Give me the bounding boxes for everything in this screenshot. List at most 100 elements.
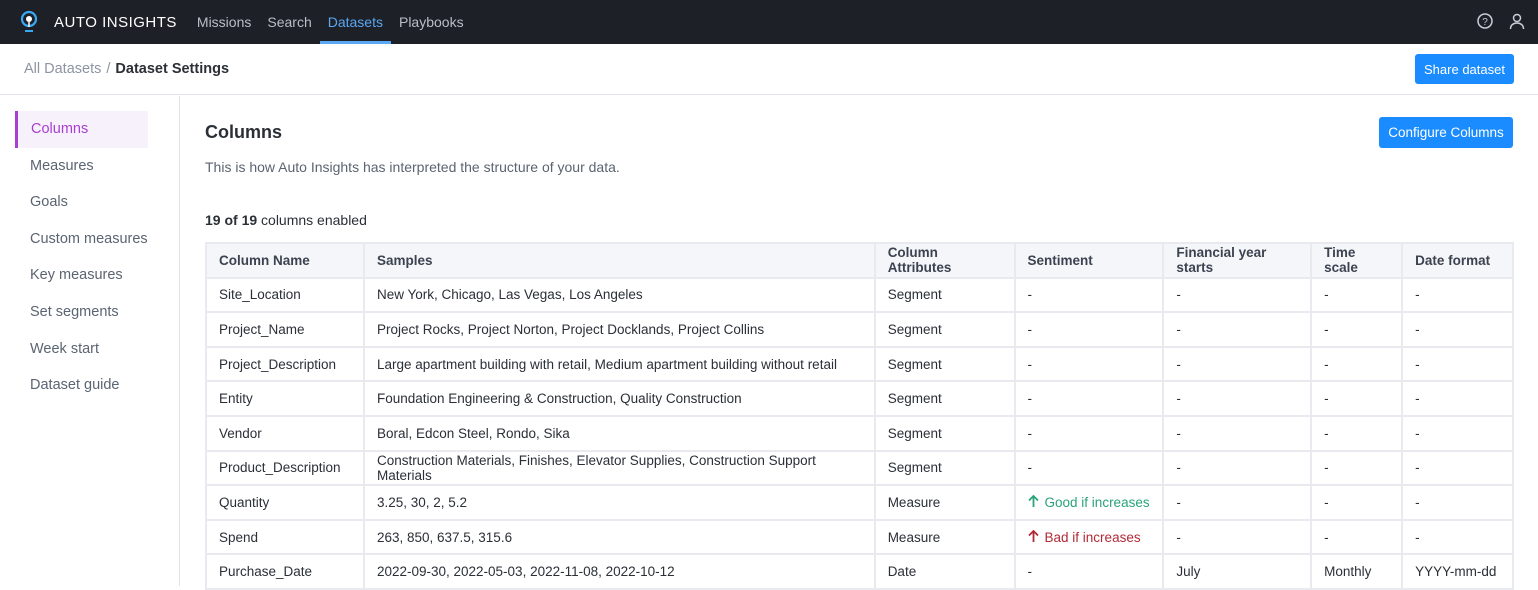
cell-text: Vendor xyxy=(219,425,262,441)
cell-text: - xyxy=(1176,494,1181,510)
cell-text: Date xyxy=(887,564,917,580)
cell-text: - xyxy=(1027,425,1033,441)
cell-text: - xyxy=(1176,425,1181,441)
sidebar-item-columns[interactable]: Columns xyxy=(15,111,148,148)
table-row: Project_Description Large apartment build… xyxy=(205,345,1514,383)
cell-sentiment: Bad if increases xyxy=(1013,518,1165,556)
cell-text: - xyxy=(1415,529,1420,545)
cell-financial-year-starts: - xyxy=(1162,345,1313,383)
sidebar-item-set-segments[interactable]: Set segments xyxy=(30,303,119,320)
cell-text: - xyxy=(1027,321,1033,337)
cell-sentiment: - xyxy=(1013,553,1165,590)
cell-text: Monthly xyxy=(1324,564,1372,580)
breadcrumb-separator: / xyxy=(106,61,111,77)
sidebar-item-week-start[interactable]: Week start xyxy=(30,340,100,357)
cell-column-name: Product_Description xyxy=(205,449,365,487)
cell-sentiment: - xyxy=(1013,276,1165,314)
cell-text: Measure xyxy=(887,529,941,545)
cell-text: - xyxy=(1324,425,1329,441)
lightbulb-logo-icon xyxy=(20,10,38,34)
cell-text: Quantity xyxy=(219,494,270,510)
cell-text: - xyxy=(1324,460,1329,476)
cell-text: Product_Description xyxy=(219,460,341,476)
cell-time-scale: - xyxy=(1310,345,1404,383)
cell-text: 263, 850, 637.5, 315.6 xyxy=(376,529,513,545)
cell-date-format: - xyxy=(1401,518,1514,556)
cell-text: Segment xyxy=(887,356,942,372)
sidebar-item-goals[interactable]: Goals xyxy=(30,194,68,211)
table-row: Purchase_Date 2022-09-30, 2022-05-03, 202… xyxy=(205,553,1514,590)
cell-date-format: - xyxy=(1401,449,1514,487)
share-dataset-button[interactable]: Share dataset xyxy=(1415,54,1514,84)
columns-table: Column Name Samples Column Attributes Senti… xyxy=(205,242,1514,590)
cell-financial-year-starts: - xyxy=(1162,518,1313,556)
cell-text: Segment xyxy=(887,321,942,337)
header-column-attributes: Column Attributes xyxy=(873,242,1016,279)
cell-time-scale: - xyxy=(1310,484,1404,521)
cell-text: Entity xyxy=(219,391,253,407)
cell-text: - xyxy=(1324,287,1329,303)
cell-date-format: - xyxy=(1401,276,1514,314)
cell-time-scale: - xyxy=(1310,518,1404,556)
cell-column-attributes: Segment xyxy=(873,380,1016,417)
cell-samples: 2022-09-30, 2022-05-03, 2022-11-08, 2022… xyxy=(362,553,876,590)
cell-text: - xyxy=(1324,356,1329,372)
arrow-up-icon xyxy=(1027,529,1039,545)
cell-samples: 3.25, 30, 2, 5.2 xyxy=(362,484,876,521)
cell-financial-year-starts: - xyxy=(1162,276,1313,314)
header-sentiment: Sentiment xyxy=(1013,242,1165,279)
cell-text: 3.25, 30, 2, 5.2 xyxy=(376,494,468,510)
cell-text: Project Rocks, Project Norton, Project D… xyxy=(376,321,765,337)
arrow-up-icon xyxy=(1027,494,1039,510)
page-description: This is how Auto Insights has interprete… xyxy=(205,159,620,175)
cell-date-format: - xyxy=(1401,414,1514,452)
cell-text: - xyxy=(1415,391,1420,407)
cell-samples: Construction Materials, Finishes, Elevat… xyxy=(362,449,876,487)
cell-sentiment: - xyxy=(1013,380,1165,417)
cell-text: Boral, Edcon Steel, Rondo, Sika xyxy=(376,425,570,441)
breadcrumb-all-datasets[interactable]: All Datasets xyxy=(24,61,102,77)
cell-samples: Boral, Edcon Steel, Rondo, Sika xyxy=(362,414,876,452)
cell-text: July xyxy=(1176,564,1201,580)
cell-text: Spend xyxy=(219,529,259,545)
header-column-name: Column Name xyxy=(205,242,365,279)
cell-text: - xyxy=(1324,391,1329,407)
cell-text: Purchase_Date xyxy=(219,564,313,580)
nav-datasets[interactable]: Datasets xyxy=(319,0,392,44)
brand-name: AUTO INSIGHTS xyxy=(54,13,177,31)
cell-samples: 263, 850, 637.5, 315.6 xyxy=(362,518,876,556)
cell-column-attributes: Date xyxy=(873,553,1016,590)
sidebar-item-measures[interactable]: Measures xyxy=(30,157,94,174)
cell-date-format: - xyxy=(1401,380,1514,417)
cell-text: Segment xyxy=(887,460,942,476)
main-content: Columns Configure Columns This is how Au… xyxy=(205,96,1514,590)
cell-text: Measure xyxy=(887,494,941,510)
svg-text:?: ? xyxy=(1482,17,1488,28)
cell-financial-year-starts: - xyxy=(1162,484,1313,521)
cell-sentiment: - xyxy=(1013,311,1165,348)
cell-sentiment: - xyxy=(1013,449,1165,487)
cell-time-scale: Monthly xyxy=(1310,553,1404,590)
user-icon[interactable] xyxy=(1508,12,1526,33)
cell-text: New York, Chicago, Las Vegas, Los Angele… xyxy=(376,287,643,303)
cell-time-scale: - xyxy=(1310,380,1404,417)
configure-columns-button[interactable]: Configure Columns xyxy=(1379,117,1513,148)
help-icon[interactable]: ? xyxy=(1476,12,1494,33)
sidebar-item-custom-measures[interactable]: Custom measures xyxy=(30,230,148,247)
nav-missions[interactable]: Missions xyxy=(196,14,252,30)
cell-column-name: Quantity xyxy=(205,484,365,521)
top-nav-bar: AUTO INSIGHTS Missions Search Datasets P… xyxy=(0,0,1538,44)
table-row: Entity Foundation Engineering & Construct… xyxy=(205,380,1514,417)
cell-text: - xyxy=(1415,460,1420,476)
cell-column-attributes: Segment xyxy=(873,345,1016,383)
count-label: columns enabled xyxy=(257,212,367,228)
nav-search[interactable]: Search xyxy=(267,14,312,30)
nav-playbooks[interactable]: Playbooks xyxy=(398,14,464,30)
cell-sentiment: Good if increases xyxy=(1013,484,1165,521)
cell-column-name: Site_Location xyxy=(205,276,365,314)
cell-column-attributes: Segment xyxy=(873,449,1016,487)
cell-column-name: Spend xyxy=(205,518,365,556)
sidebar-item-key-measures[interactable]: Key measures xyxy=(30,267,123,284)
cell-text: - xyxy=(1027,287,1033,303)
sidebar-item-dataset-guide[interactable]: Dataset guide xyxy=(30,377,120,394)
